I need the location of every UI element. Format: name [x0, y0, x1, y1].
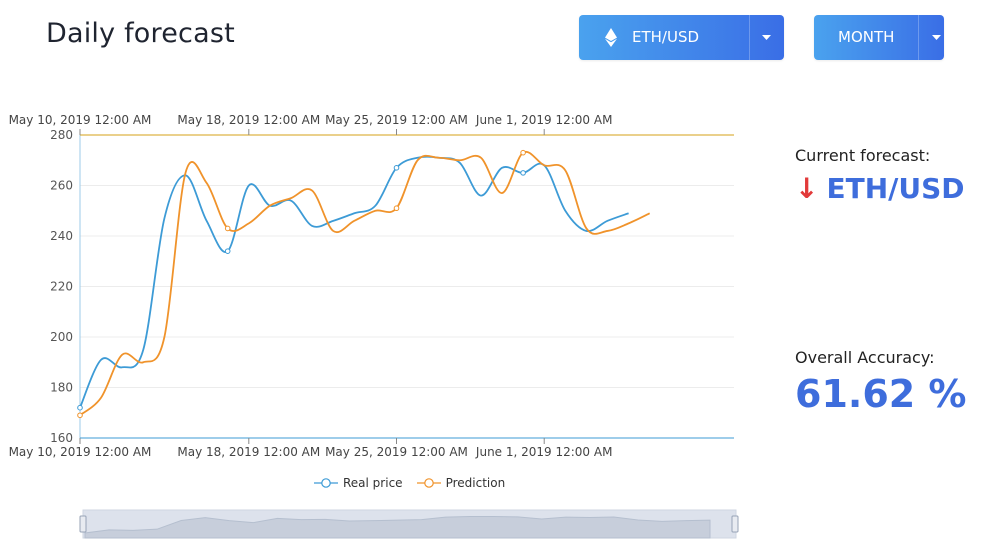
x-tick-label-bottom: May 10, 2019 12:00 AM	[9, 445, 152, 459]
legend-item-real-price[interactable]: Real price	[314, 476, 403, 490]
ethereum-icon	[605, 28, 617, 47]
dropdown-divider	[918, 15, 919, 60]
currency-pair-dropdown[interactable]: ETH/USD	[579, 15, 784, 60]
dropdown-divider	[749, 15, 750, 60]
data-point	[77, 404, 83, 411]
x-tick-label-top: May 10, 2019 12:00 AM	[9, 113, 152, 127]
overall-accuracy-value: 61.62 %	[795, 372, 967, 416]
data-point	[393, 205, 400, 212]
period-label: MONTH	[838, 28, 895, 46]
x-tick-label-bottom: May 25, 2019 12:00 AM	[325, 445, 468, 459]
data-point	[77, 412, 83, 419]
x-tick-label-top: June 1, 2019 12:00 AM	[475, 113, 613, 127]
series-line-real-price[interactable]	[79, 155, 629, 409]
x-tick-label-bottom: May 18, 2019 12:00 AM	[177, 445, 320, 459]
arrow-down-icon: ↓	[795, 172, 819, 205]
y-tick-label: 220	[50, 280, 73, 294]
x-tick-label-top: May 25, 2019 12:00 AM	[325, 113, 468, 127]
currency-pair-label: ETH/USD	[632, 28, 700, 46]
data-point	[520, 149, 526, 156]
chart-legend: Real price Prediction	[314, 476, 519, 490]
y-tick-label: 160	[50, 431, 73, 445]
series-line-prediction[interactable]	[79, 150, 651, 416]
data-point	[224, 248, 231, 254]
overall-accuracy-label: Overall Accuracy:	[795, 348, 935, 367]
period-dropdown[interactable]: MONTH	[814, 15, 944, 60]
current-forecast-label: Current forecast:	[795, 146, 931, 165]
legend-marker-real	[314, 478, 338, 488]
range-handle-left[interactable]	[79, 515, 87, 533]
data-point	[520, 170, 526, 176]
forecast-pair: ETH/USD	[826, 172, 965, 205]
chevron-down-icon[interactable]	[932, 35, 941, 41]
legend-label-prediction: Prediction	[445, 476, 506, 490]
legend-label-real: Real price	[343, 476, 403, 490]
x-tick-label-top: May 18, 2019 12:00 AM	[177, 113, 320, 127]
current-forecast-value: ↓ ETH/USD	[795, 172, 965, 205]
y-tick-label: 260	[50, 179, 73, 193]
range-handle-right[interactable]	[731, 515, 739, 533]
page-title: Daily forecast	[46, 18, 235, 49]
data-point	[224, 225, 231, 232]
y-tick-label: 280	[50, 128, 73, 142]
y-tick-label: 240	[50, 229, 73, 243]
y-tick-label: 180	[50, 381, 73, 395]
x-tick-label-bottom: June 1, 2019 12:00 AM	[475, 445, 613, 459]
legend-marker-prediction	[416, 478, 441, 488]
legend-item-prediction[interactable]: Prediction	[416, 476, 506, 490]
chevron-down-icon[interactable]	[762, 35, 771, 41]
data-point	[393, 165, 400, 171]
y-tick-label: 200	[50, 330, 73, 344]
range-slider-preview	[84, 516, 711, 539]
